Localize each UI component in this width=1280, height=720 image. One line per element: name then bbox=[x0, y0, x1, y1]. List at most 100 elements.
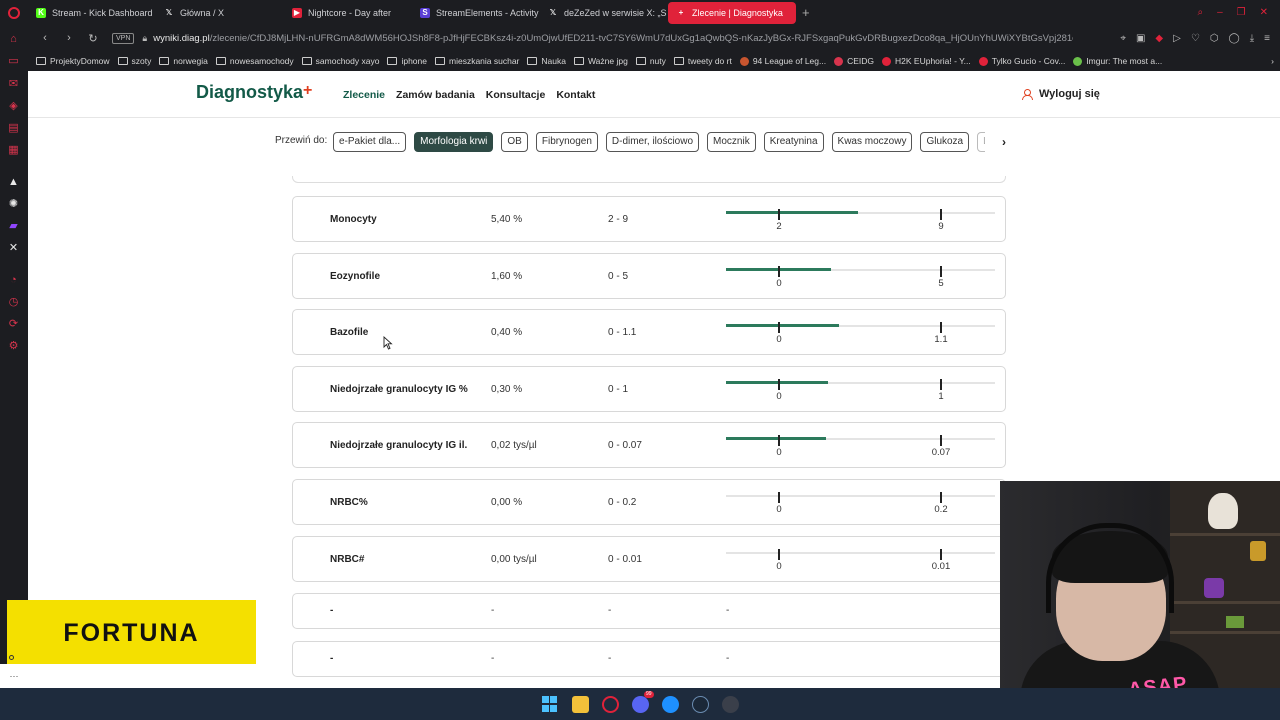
test-value: 0,00 % bbox=[491, 497, 523, 508]
close-window-button[interactable]: ✕ bbox=[1259, 7, 1268, 18]
range-low-tick bbox=[778, 379, 780, 390]
range-bar-empty: - bbox=[726, 653, 730, 664]
scroll-chip[interactable]: Kwas moczowy bbox=[831, 132, 913, 152]
back-button[interactable]: ‹ bbox=[43, 32, 47, 44]
browser-tab[interactable]: 𝕏 Główna / X bbox=[156, 2, 284, 24]
player-icon[interactable]: ▷ bbox=[1173, 32, 1181, 44]
browser-tab[interactable]: K Stream - Kick Dashboard bbox=[28, 2, 156, 24]
result-card[interactable]: Bazofile 0,40 % 0 - 1.1 0 1.1 bbox=[292, 309, 1006, 355]
bookmark-item[interactable]: 94 League of Leg... bbox=[739, 56, 826, 66]
bookmark-item[interactable]: norwegia bbox=[159, 56, 208, 66]
scroll-chip[interactable]: Glukoza bbox=[920, 132, 970, 152]
bookmark-label: tweety do rt bbox=[687, 56, 732, 66]
discord-icon[interactable]: 99 bbox=[631, 690, 654, 713]
extensions-icon[interactable]: ⬡ bbox=[1209, 32, 1219, 44]
vpn-badge[interactable]: VPN bbox=[112, 32, 135, 44]
bookmark-item[interactable]: CEIDG bbox=[834, 56, 874, 66]
bookmark-item[interactable]: Ważne jpg bbox=[573, 56, 628, 66]
diagnostyka-logo[interactable]: Diagnostyka+ bbox=[196, 82, 312, 103]
downloads-icon[interactable]: ⤓ bbox=[1249, 32, 1255, 44]
result-card[interactable]: NRBC% 0,00 % 0 - 0.2 0 0.2 bbox=[292, 479, 1006, 525]
result-card[interactable]: Niedojrzałe granulocyty IG il. 0,02 tys/µ… bbox=[292, 422, 1006, 468]
sidebar-mail-icon[interactable]: ✉ bbox=[8, 78, 19, 90]
range-high-tick bbox=[940, 322, 942, 333]
bookmark-item[interactable]: H2K EUphoria! - Y... bbox=[882, 56, 971, 66]
account-icon[interactable]: ◯ bbox=[1228, 32, 1240, 44]
bookmarks-more-icon[interactable]: › bbox=[1271, 56, 1274, 66]
result-card[interactable]: Niedojrzałe granulocyty IG % 0,30 % 0 - 1 0… bbox=[292, 366, 1006, 412]
bookmark-item[interactable]: tweety do rt bbox=[673, 56, 732, 66]
range-low-label: 0 bbox=[776, 391, 782, 402]
wallet-icon[interactable]: ◆ bbox=[1155, 32, 1164, 44]
bookmark-item[interactable]: iphone bbox=[387, 56, 427, 66]
scroll-chip[interactable]: Fibrynogen bbox=[535, 132, 598, 152]
bookmark-item[interactable]: ProjektyDomow bbox=[36, 56, 110, 66]
range-low-tick bbox=[778, 322, 780, 333]
steam-icon[interactable] bbox=[691, 695, 709, 713]
bookmark-item[interactable]: Imgur: The most a... bbox=[1073, 56, 1162, 66]
youtube-icon: ▶ bbox=[292, 7, 302, 18]
scroll-chip[interactable]: Mocznik bbox=[707, 132, 756, 152]
sidebar-chatgpt-icon[interactable]: ✺ bbox=[8, 198, 19, 210]
forward-button[interactable]: › bbox=[67, 32, 71, 44]
sidebar-speeddial-icon[interactable]: ◔ bbox=[10, 274, 17, 286]
scroll-chip[interactable]: Morfologia krwi bbox=[414, 132, 494, 152]
snapshot-icon[interactable]: ▣ bbox=[1135, 32, 1146, 44]
folder-icon bbox=[527, 57, 538, 65]
bookmark-item[interactable]: Nauka bbox=[527, 56, 566, 66]
sidebar-more-icon[interactable]: ··· bbox=[0, 664, 28, 688]
sidebar-flow-icon[interactable]: ⟳ bbox=[8, 318, 19, 330]
sidebar-messenger-icon[interactable]: ▭ bbox=[8, 55, 19, 67]
logout-link[interactable]: Wyloguj się bbox=[1022, 88, 1100, 100]
opera-taskbar-icon[interactable] bbox=[601, 695, 619, 713]
browser-tab[interactable]: ▶ Nightcore - Day after bbox=[284, 2, 412, 24]
bookmark-icon[interactable]: ♡ bbox=[1190, 32, 1200, 44]
bookmark-item[interactable]: szoty bbox=[117, 56, 151, 66]
bookmark-item[interactable]: nowesamochody bbox=[215, 56, 294, 66]
browser-tab[interactable]: S StreamElements - Activity bbox=[412, 2, 540, 24]
windows-start-icon[interactable] bbox=[541, 695, 559, 713]
sidebar-messages-icon[interactable]: ▤ bbox=[8, 122, 19, 134]
bookmark-item[interactable]: mieszkania suchar bbox=[435, 56, 519, 66]
bookmark-item[interactable]: nuty bbox=[635, 56, 666, 66]
chevron-right-icon[interactable]: › bbox=[1002, 135, 1006, 149]
obs-icon[interactable] bbox=[721, 695, 739, 713]
maximize-button[interactable]: ❐ bbox=[1236, 7, 1246, 18]
sidebar-twitch-icon[interactable]: ▰ bbox=[9, 220, 18, 232]
bookmark-item[interactable]: samochody xayo bbox=[301, 56, 379, 66]
nav-zlecenie[interactable]: Zlecenie bbox=[343, 89, 386, 101]
sidebar-wallet-icon[interactable]: ◈ bbox=[9, 100, 18, 112]
sidebar-aria-icon[interactable]: ▲ bbox=[8, 176, 19, 188]
pin-icon[interactable]: ⌖ bbox=[1120, 32, 1126, 44]
scroll-chip[interactable]: Kreatynina bbox=[763, 132, 824, 152]
minimize-button[interactable]: – bbox=[1217, 7, 1223, 18]
scroll-chip[interactable]: OB bbox=[501, 132, 528, 152]
scroll-chip[interactable]: D-dimer, ilościowo bbox=[605, 132, 700, 152]
sidebar-x-icon[interactable]: ✕ bbox=[8, 242, 19, 254]
browser-tab[interactable]: + Zlecenie | Diagnostyka bbox=[668, 1, 796, 24]
bookmark-item[interactable]: Tylko Gucio - Cov... bbox=[978, 56, 1065, 66]
sidebar-home-icon[interactable]: ⌂ bbox=[10, 33, 17, 45]
url-field[interactable]: wyniki.diag.pl/zlecenie/CfDJ8MjLHN-nUFRG… bbox=[153, 33, 1073, 44]
sidebar-music-icon[interactable]: ▦ bbox=[8, 144, 19, 156]
new-tab-button[interactable]: + bbox=[802, 5, 810, 20]
scroll-chip[interactable]: e-Pakiet dla... bbox=[333, 132, 407, 152]
opera-logo-icon[interactable] bbox=[0, 0, 28, 25]
sidebar-history-icon[interactable]: ◷ bbox=[8, 296, 19, 308]
result-card[interactable]: NRBC# 0,00 tys/µl 0 - 0.01 0 0.01 bbox=[292, 536, 1006, 582]
scroll-chip[interactable]: Lipido bbox=[977, 132, 985, 152]
range-fill bbox=[726, 381, 829, 384]
messenger-icon[interactable] bbox=[661, 695, 679, 713]
nav-zamow-badania[interactable]: Zamów badania bbox=[396, 89, 475, 101]
reload-button[interactable]: ↻ bbox=[88, 32, 98, 45]
file-explorer-icon[interactable] bbox=[571, 695, 589, 713]
search-tabs-icon[interactable]: ⌕ bbox=[1197, 7, 1204, 18]
sidebar-settings-icon[interactable]: ⚙ bbox=[8, 340, 19, 352]
nav-kontakt[interactable]: Kontakt bbox=[556, 89, 596, 101]
nav-konsultacje[interactable]: Konsultacje bbox=[485, 89, 546, 101]
menu-icon[interactable]: ≡ bbox=[1264, 32, 1270, 44]
lock-icon[interactable]: 🔒︎ bbox=[142, 32, 148, 43]
